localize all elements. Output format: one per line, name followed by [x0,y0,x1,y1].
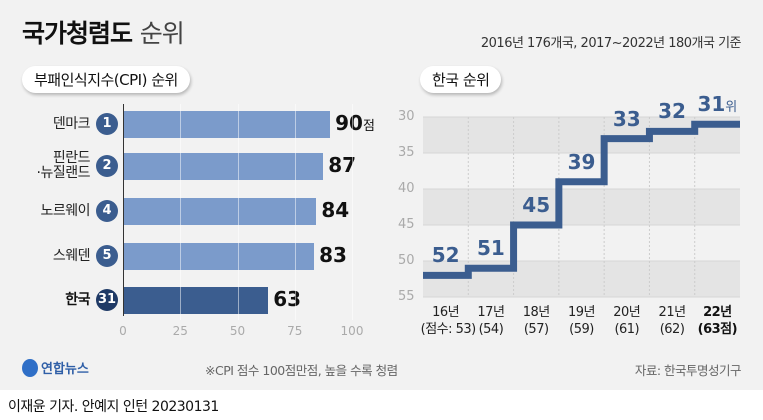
x-label: 19년 (59) [567,305,596,337]
page-title: 국가청렴도 순위 [22,19,185,48]
x-label: 18년 (57) [522,305,551,337]
yonhap-logo: 연합뉴스 [22,358,89,377]
country-label: 한국 [65,291,90,308]
y-tick: 50 [398,253,415,268]
bar [124,197,317,225]
rank-badge: 4 [96,200,118,222]
source: 자료: 한국투명성기구 [634,363,742,378]
rank-badge: 2 [96,155,118,177]
x-tick: 50 [229,324,246,338]
y-tick: 40 [398,181,415,196]
rank-value: 45 [522,193,551,217]
subtitle: 2016년 176개국, 2017~2022년 180개국 기준 [480,36,742,51]
country-label: 스웨덴 [52,247,91,264]
rank-value: 52 [431,243,460,268]
bar-value: 87 [328,153,357,177]
x-tick: 75 [287,324,303,338]
rank-line [423,120,740,279]
logo-icon [22,358,38,377]
infographic: 국가청렴도 순위 2016년 176개국, 2017~2022년 180개국 기… [0,0,763,390]
bar [124,152,324,180]
bar-chart-title: 부패인식지수(CPI) 순위 [22,66,190,93]
bar-axis [123,104,124,316]
x-tick: 0 [119,324,127,338]
y-tick: 45 [398,217,415,232]
rank-value: 32 [658,99,686,124]
x-label: 20년 (61) [613,305,641,337]
gridline [294,104,296,320]
rank-value: 31위 [697,92,738,117]
credit: 이재윤 기자. 안예지 인턴 20230131 [8,399,219,415]
rank-value: 33 [612,106,641,131]
gridline [237,104,239,320]
bar-value: 63 [273,287,302,311]
rank-value: 39 [567,149,596,174]
band [423,189,740,225]
bar-value: 90점 [335,111,375,135]
line-chart-title: 한국 순위 [420,66,502,93]
x-label: 17년 (54) [477,305,505,337]
rank-step-chart [423,116,740,298]
bar-value: 83 [319,243,347,267]
country-label: 핀란드 ·뉴질랜드 [36,150,91,181]
x-label: 16년 (점수: 53) [420,305,477,337]
rank-value: 51 [477,236,505,261]
country-label: 노르웨이 [40,202,90,219]
bar-value: 84 [321,198,350,222]
band [423,117,740,153]
gridline [180,104,182,320]
rank-badge: 5 [96,245,118,267]
footnote: ※CPI 점수 100점만점, 높을 수록 청렴 [205,363,398,378]
x-tick: 100 [340,324,364,338]
x-tick: 25 [172,324,188,338]
country-label: 덴마크 [52,115,91,132]
y-tick: 55 [398,289,415,304]
y-tick: 30 [398,109,415,124]
bar [124,286,269,314]
rank-badge: 31 [96,289,118,311]
gridline [352,104,353,320]
x-label: 22년 (63점) [697,305,738,337]
y-tick: 35 [398,145,415,160]
rank-badge: 1 [96,113,118,135]
bar [124,242,315,270]
x-label: 21년 (62) [658,305,687,337]
